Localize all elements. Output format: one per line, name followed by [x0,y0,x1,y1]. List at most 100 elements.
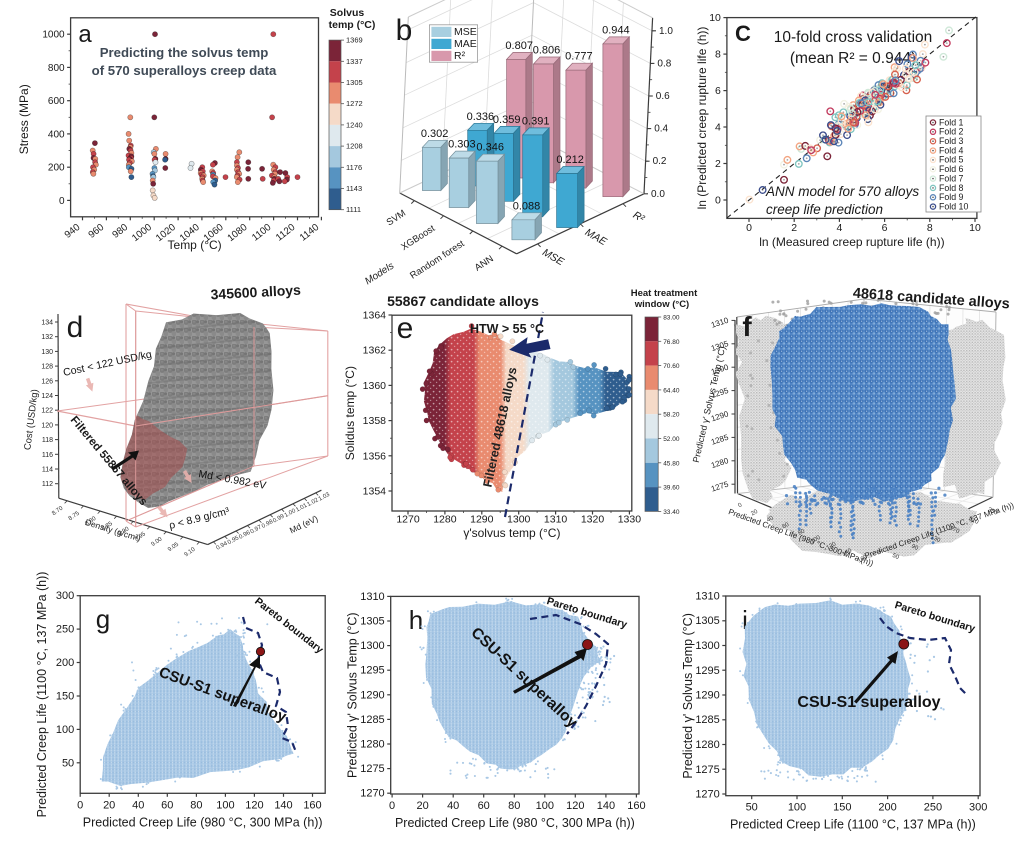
svg-text:ln (Measured creep rupture lif: ln (Measured creep rupture life (h)) [759,235,944,249]
svg-text:0.088: 0.088 [513,200,541,212]
svg-text:600: 600 [48,96,65,107]
svg-text:Stress (MPa): Stress (MPa) [17,84,31,154]
svg-text:d: d [67,311,84,344]
svg-text:134: 134 [41,320,53,327]
svg-text:122: 122 [41,408,53,415]
svg-text:1356: 1356 [363,450,387,462]
svg-text:0: 0 [77,799,83,811]
svg-text:4: 4 [715,122,721,134]
svg-text:80: 80 [508,800,520,812]
svg-text:0.0: 0.0 [651,189,665,200]
svg-text:10: 10 [969,222,981,234]
svg-text:100: 100 [788,802,806,814]
svg-text:55867 candidate alloys: 55867 candidate alloys [387,293,539,309]
svg-text:Predicted γ' Solvus Temp (°C): Predicted γ' Solvus Temp (°C) [346,612,360,778]
svg-text:0.6: 0.6 [656,91,670,102]
svg-text:58.20: 58.20 [663,412,680,419]
svg-text:of 570 superalloys creep data: of 570 superalloys creep data [92,63,277,78]
svg-text:1310: 1310 [695,591,719,603]
svg-text:1275: 1275 [360,763,384,775]
svg-text:1300: 1300 [695,640,719,652]
svg-text:1111: 1111 [346,205,361,214]
svg-text:1270: 1270 [695,789,719,801]
svg-text:250: 250 [924,802,942,814]
svg-text:Temp (°C): Temp (°C) [168,238,222,252]
svg-text:Solvus: Solvus [330,7,365,19]
svg-text:1290: 1290 [695,690,719,702]
svg-text:80: 80 [190,799,202,811]
svg-text:116: 116 [42,452,53,459]
svg-text:200: 200 [48,163,65,174]
svg-text:52.00: 52.00 [663,436,680,443]
svg-text:1285: 1285 [695,714,719,726]
svg-text:114: 114 [42,467,53,474]
svg-text:e: e [397,312,414,345]
svg-text:0.2: 0.2 [653,156,667,167]
svg-text:160: 160 [627,800,645,812]
svg-text:1270: 1270 [396,514,420,526]
svg-text:1240: 1240 [346,120,363,129]
svg-text:1362: 1362 [363,345,387,357]
svg-text:ANN model for 570 alloys: ANN model for 570 alloys [765,184,919,199]
svg-text:MSE: MSE [454,26,477,38]
svg-text:1300: 1300 [360,640,384,652]
svg-text:0.8: 0.8 [657,58,671,69]
svg-text:Predicted Creep Life (980 °C,: Predicted Creep Life (980 °C, 300 MPa (h… [395,816,635,830]
svg-text:Predicted Creep Life (980 °C,: Predicted Creep Life (980 °C, 300 MPa (h… [83,815,323,829]
svg-text:0.212: 0.212 [556,154,584,166]
svg-text:70.60: 70.60 [663,363,680,370]
svg-text:C: C [735,21,751,46]
svg-text:1280: 1280 [695,739,719,751]
svg-text:20: 20 [416,800,428,812]
svg-text:0: 0 [59,196,65,207]
svg-text:60: 60 [161,799,173,811]
svg-text:6: 6 [715,85,721,97]
svg-text:f: f [742,311,752,342]
svg-text:130: 130 [41,349,53,356]
svg-text:1305: 1305 [695,615,719,627]
svg-text:64.40: 64.40 [663,387,680,394]
svg-text:76.80: 76.80 [663,339,680,346]
svg-text:1310: 1310 [360,591,384,603]
svg-text:1285: 1285 [360,714,384,726]
svg-text:1358: 1358 [363,415,387,427]
svg-text:Predicted Creep Life (1100 °C,: Predicted Creep Life (1100 °C, 137 MPa (… [730,818,976,832]
svg-text:0.806: 0.806 [533,45,561,57]
svg-text:126: 126 [41,378,53,385]
svg-text:creep life prediction: creep life prediction [766,202,883,217]
svg-text:1295: 1295 [695,665,719,677]
svg-text:Heat treatment: Heat treatment [631,288,698,299]
svg-text:128: 128 [41,364,53,371]
svg-text:10: 10 [709,12,721,24]
svg-text:112: 112 [42,481,53,488]
svg-text:g: g [96,604,110,634]
svg-text:1.0: 1.0 [659,26,673,37]
svg-text:CSU-S1 superalloy: CSU-S1 superalloy [797,694,940,711]
svg-text:a: a [78,21,92,48]
svg-text:250: 250 [56,624,74,636]
svg-text:300: 300 [969,802,987,814]
svg-text:1275: 1275 [695,764,719,776]
svg-text:120: 120 [41,422,53,429]
svg-text:1330: 1330 [618,514,642,526]
svg-text:0: 0 [746,222,752,234]
svg-text:100: 100 [536,800,554,812]
svg-text:0: 0 [389,800,395,812]
svg-text:4: 4 [836,222,842,234]
svg-text:8: 8 [927,222,933,234]
svg-text:b: b [396,14,413,47]
svg-text:45.80: 45.80 [663,460,680,467]
svg-text:2: 2 [791,222,797,234]
svg-text:1305: 1305 [360,616,384,628]
svg-text:0.777: 0.777 [565,51,593,63]
svg-text:160: 160 [303,799,321,811]
svg-text:Predicted γ' Solvus Temp (°C): Predicted γ' Solvus Temp (°C) [681,613,695,779]
svg-text:1272: 1272 [346,99,363,108]
svg-text:1369: 1369 [346,36,363,45]
svg-text:Predicted Creep Life (1100 °C,: Predicted Creep Life (1100 °C, 137 MPa (… [35,572,49,818]
svg-text:6: 6 [882,222,888,234]
svg-text:MAE: MAE [454,38,477,50]
svg-text:300: 300 [56,590,74,602]
svg-text:1290: 1290 [470,514,494,526]
svg-text:HTW > 55 °C: HTW > 55 °C [470,322,544,336]
